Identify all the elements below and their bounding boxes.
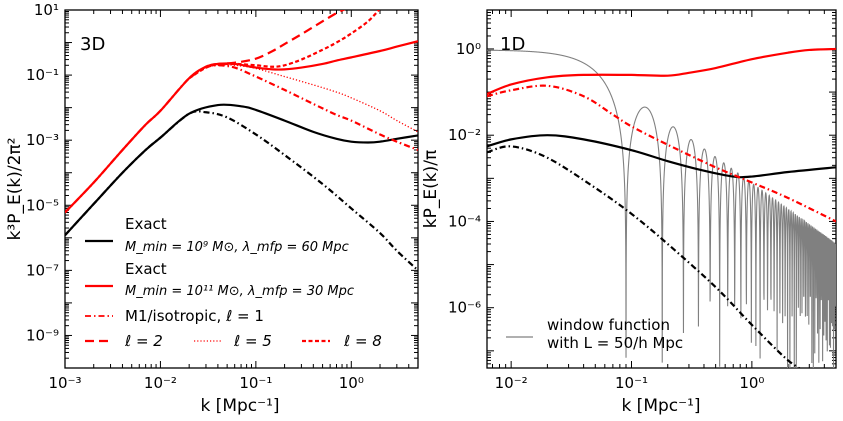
- y-tick-label: 10⁻²: [448, 126, 481, 144]
- window-function-line: [487, 49, 836, 368]
- y-tick-label: 10⁻¹: [26, 66, 59, 84]
- series-line: [65, 110, 418, 272]
- legend-label: M_min = 10⁹ M⊙, λ_mfp = 60 Mpc: [125, 240, 349, 255]
- legend-label: M_min = 10¹¹ M⊙, λ_mfp = 30 Mpc: [125, 284, 354, 299]
- axis-ticks: 10⁻³ 10⁻² 10⁻¹ 10⁰ 10⁻⁹ 10⁻⁷ 10⁻⁵ 10⁻³ 10⁻¹ 10¹: [26, 1, 419, 392]
- series-line: [487, 84, 836, 223]
- x-tick-label: 10⁻³: [48, 374, 81, 392]
- y-axis-label: k³P_E(k)/2π²: [5, 138, 25, 241]
- series-line: [188, 64, 418, 133]
- series-line: [188, 10, 381, 80]
- y-tick-label: 10⁰: [456, 40, 481, 58]
- legend-label: with L = 50/h Mpc: [547, 334, 683, 352]
- x-tick-label: 10⁻²: [495, 374, 528, 392]
- y-tick-label: 10¹: [34, 1, 59, 19]
- series-group: [65, 10, 418, 272]
- panel-label: 3D: [80, 34, 105, 55]
- legend-label: ℓ = 5: [233, 332, 272, 350]
- y-tick-label: 10⁻⁹: [26, 326, 59, 344]
- series-line: [487, 47, 836, 96]
- axis-ticks: 10⁻² 10⁻¹ 10⁰ 10⁻⁶ 10⁻⁴ 10⁻² 10⁰: [448, 9, 837, 392]
- x-tick-label: 10⁰: [339, 374, 364, 392]
- x-tick-label: 10⁻¹: [239, 374, 272, 392]
- y-tick-label: 10⁻⁴: [448, 212, 481, 230]
- y-axis-label: kP_E(k)/π: [421, 150, 441, 228]
- x-axis-label: k [Mpc⁻¹]: [200, 396, 279, 416]
- series-line: [65, 103, 418, 236]
- x-tick-label: 10⁰: [739, 374, 764, 392]
- x-tick-label: 10⁻¹: [615, 374, 648, 392]
- x-tick-label: 10⁻²: [144, 374, 177, 392]
- panel-3d: 10⁻³ 10⁻² 10⁻¹ 10⁰ 10⁻⁹ 10⁻⁷ 10⁻⁵ 10⁻³ 10⁻¹ 10¹ 3…: [5, 1, 419, 416]
- y-tick-label: 10⁻⁷: [26, 261, 59, 279]
- legend-label: M1/isotropic, ℓ = 1: [125, 307, 264, 325]
- panel-label: 1D: [500, 34, 525, 55]
- series-line: [65, 40, 418, 214]
- y-tick-label: 10⁻⁵: [26, 196, 59, 214]
- series-line: [65, 64, 418, 214]
- plot-frame: [486, 9, 837, 369]
- legend: Exact M_min = 10⁹ M⊙, λ_mfp = 60 Mpc Exa…: [85, 215, 382, 350]
- legend-label: window function: [547, 316, 670, 334]
- series-group: [487, 47, 836, 368]
- legend: window function with L = 50/h Mpc: [506, 316, 683, 352]
- series-line: [487, 134, 836, 179]
- legend-label: ℓ = 2: [124, 332, 163, 350]
- panel-1d: 10⁻² 10⁻¹ 10⁰ 10⁻⁶ 10⁻⁴ 10⁻² 10⁰ 1D window fun…: [421, 9, 837, 416]
- legend-label: Exact: [125, 260, 167, 278]
- series-line: [487, 145, 802, 368]
- x-axis-label: k [Mpc⁻¹]: [621, 396, 700, 416]
- y-tick-label: 10⁻³: [26, 131, 59, 149]
- legend-label: Exact: [125, 215, 167, 233]
- y-tick-label: 10⁻⁶: [448, 299, 481, 317]
- legend-label: ℓ = 8: [343, 332, 382, 350]
